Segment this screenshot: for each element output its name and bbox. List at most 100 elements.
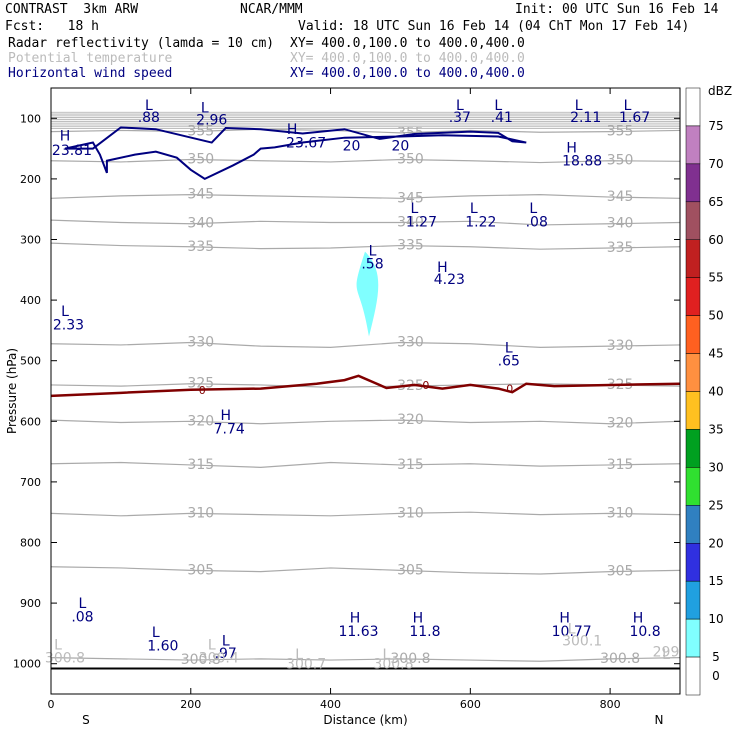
valid-time: Valid: 18 UTC Sun 16 Feb 14 (04 ChT Mon … [298,19,690,34]
wind-extremum-label: .08 [526,214,548,230]
theta-contour-label: 345 [397,190,424,206]
wind-extremum-label: H [287,122,298,138]
theta-extremum-label: L [295,647,303,663]
theta-contour-label: 300.8 [181,652,221,668]
theta-contour [50,461,681,468]
theta-contour [50,194,681,199]
theta-contour-label: 315 [397,457,424,473]
theta-contour-label: 305 [397,562,424,578]
colorbar-tick-label: 10 [708,612,723,626]
freezing-level-label: 0 [199,384,206,397]
wind-extremum-label: 1.22 [465,214,496,230]
theta-contour [50,383,681,388]
wind-extremum-label: L [494,98,502,114]
colorbar-tick-label: 45 [708,347,723,361]
theta-contour-label: 305 [187,562,214,578]
theta-contour-label: 355 [187,124,214,140]
wind-extremum-label: L [470,201,478,217]
wind-extremum-label: L [456,98,464,114]
theta-contour-label: 345 [187,187,214,203]
wind-extremum-label: L [222,634,230,650]
colorbar-swatch [685,429,701,468]
wind-extremum-label: 2.96 [196,113,227,129]
wind-extremum-label: 1.60 [147,639,178,655]
colorbar-swatch [685,467,701,506]
theta-contour-label: 305 [607,564,634,580]
colorbar-tick-label: 65 [708,195,723,209]
wind-extremum-label: .41 [491,110,513,126]
x-tick-label: 400 [320,698,341,711]
colorbar-swatch [685,277,701,316]
plot-frame [50,87,681,695]
x-axis-title: Distance (km) [323,713,407,727]
theta-contour-label: 350 [397,152,424,168]
wind-extremum-label: 4.23 [434,272,465,288]
colorbar-tick-label: 75 [708,119,723,133]
wind-extremum-label: L [369,243,377,259]
forecast-hour: Fcst: 18 h [5,19,99,34]
y-tick-label: 400 [20,294,41,307]
colorbar-tick-label: 20 [708,536,723,550]
wind-extremum-label: 10.77 [552,624,592,640]
colorbar-swatch [685,125,701,165]
colorbar-tick-label: 35 [708,422,723,436]
theta-contour-label: 320 [607,416,634,432]
theta-contour-label: 345 [607,189,634,205]
wind-extremum-label: .65 [498,354,520,370]
theta-contour-label: 330 [607,338,634,354]
theta-contour [50,158,681,164]
colorbar-swatch [685,315,701,354]
theta-contour-label: 320 [397,412,424,428]
freezing-level-label: 0 [422,379,429,392]
theta-contour [50,419,681,425]
y-tick-label: 200 [20,173,41,186]
theta-contour-label: 330 [187,335,214,351]
wind-extremum-label: 1.27 [406,214,437,230]
colorbar-tick-label: 50 [708,309,723,323]
y-tick-label: 300 [20,234,41,247]
title-left: CONTRAST 3km ARW [5,2,139,17]
colorbar-tick-label: 25 [708,498,723,512]
colorbar-tick-label: 15 [708,574,723,588]
wind-extremum-label: H [566,140,577,156]
wind-extremum-label: 11.63 [338,624,378,640]
theta-contour [50,566,681,575]
theta-extremum-label: 300.4 [199,651,239,667]
theta-extremum-label: L [383,647,391,663]
colorbar-swatch [685,656,701,696]
theta-contour [50,128,681,134]
wind-extremum-label: 2.33 [53,317,84,333]
wind-extremum-label: L [145,98,153,114]
wind-extremum-label: 2.11 [570,110,601,126]
x-tick-label: 800 [600,698,621,711]
colorbar-swatch [685,87,701,127]
colorbar-tick-label: 60 [708,233,723,247]
field1-label: Radar reflectivity (lamda = 10 cm) [8,36,275,51]
theta-extremum-label: L [208,637,216,653]
wind-extremum-label: 23.81 [52,143,92,159]
theta-contour-label: 325 [187,376,214,392]
colorbar-tick-label: 5 [712,650,720,664]
wind-extremum-label: .08 [71,609,93,625]
colorbar-swatch [685,543,701,582]
x-tick-label: 600 [460,698,481,711]
theta-contour-label: 300.8 [600,651,640,667]
wind-extremum-label: H [559,611,570,627]
theta-contour [50,657,681,662]
theta-contour-label: 335 [607,240,634,256]
colorbar-swatch [685,391,701,430]
x-tick-label: 0 [48,698,55,711]
colorbar-tick-label: 55 [708,271,723,285]
theta-extremum-label: 300.7 [286,657,326,673]
theta-contour-label: 340 [187,216,214,232]
colorbar-swatch [685,353,701,392]
theta-extremum-label: 299 [653,645,680,661]
theta-contour-label: 350 [187,152,214,168]
y-tick-label: 500 [20,355,41,368]
colorbar-tick-label: 40 [708,385,723,399]
wind-speed-contour [64,126,527,181]
theta-contour-label: 320 [187,413,214,429]
theta-contour-label: 355 [607,124,634,140]
theta-extremum-label: L [568,622,576,638]
